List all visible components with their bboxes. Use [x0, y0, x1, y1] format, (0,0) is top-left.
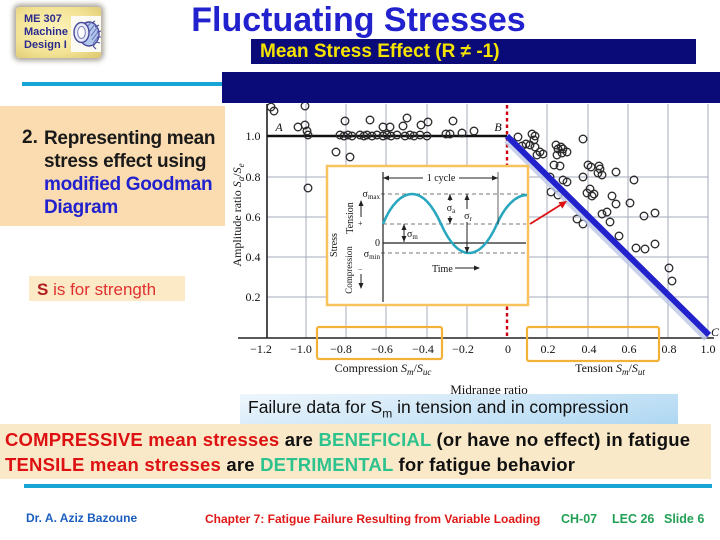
- svg-text:Time: Time: [432, 264, 453, 275]
- svg-text:−: −: [358, 265, 363, 274]
- svg-text:0.2: 0.2: [246, 290, 261, 304]
- svg-text:+: +: [358, 219, 363, 228]
- svg-text:0: 0: [505, 342, 511, 356]
- svg-text:−0.6: −0.6: [371, 342, 393, 356]
- svg-text:−1.0: −1.0: [290, 342, 312, 356]
- svg-text:0.4: 0.4: [246, 250, 261, 264]
- svg-text:0: 0: [375, 238, 380, 249]
- svg-text:0.4: 0.4: [582, 342, 597, 356]
- svg-text:Tension: Tension: [345, 202, 356, 234]
- svg-text:Midrange ratio: Midrange ratio: [450, 382, 528, 397]
- svg-text:−1.2: −1.2: [250, 342, 272, 356]
- svg-text:σm: σm: [407, 229, 418, 241]
- svg-text:0.8: 0.8: [246, 170, 261, 184]
- svg-text:0.8: 0.8: [662, 342, 677, 356]
- svg-text:B: B: [494, 120, 502, 134]
- svg-text:σr: σr: [464, 211, 472, 223]
- svg-text:σa: σa: [447, 203, 456, 215]
- svg-text:−0.4: −0.4: [412, 342, 434, 356]
- svg-text:−0.8: −0.8: [330, 342, 352, 356]
- svg-text:Compression: Compression: [344, 246, 354, 294]
- svg-text:A: A: [274, 120, 283, 134]
- svg-text:−0.2: −0.2: [452, 342, 474, 356]
- svg-text:Amplitude ratio Sa/Se: Amplitude ratio Sa/Se: [230, 163, 246, 266]
- svg-text:1.0: 1.0: [246, 129, 261, 143]
- svg-text:Tension Sm/Sut: Tension Sm/Sut: [575, 361, 645, 377]
- svg-text:Stress: Stress: [329, 233, 340, 257]
- svg-text:0.6: 0.6: [246, 210, 261, 224]
- svg-text:C: C: [711, 325, 720, 339]
- svg-text:Compression Sm/Suc: Compression Sm/Suc: [335, 361, 432, 377]
- svg-text:1 cycle: 1 cycle: [427, 173, 456, 184]
- svg-text:0.6: 0.6: [622, 342, 637, 356]
- svg-text:1.0: 1.0: [701, 342, 716, 356]
- svg-text:0.2: 0.2: [541, 342, 556, 356]
